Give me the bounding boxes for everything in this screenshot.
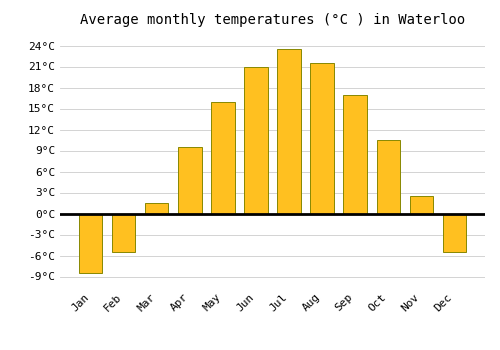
Bar <box>178 147 202 214</box>
Bar <box>212 102 234 214</box>
Bar <box>410 196 432 214</box>
Bar <box>344 94 366 214</box>
Bar <box>80 214 102 273</box>
Bar <box>278 49 300 214</box>
Bar <box>442 214 466 252</box>
Bar <box>376 140 400 214</box>
Bar <box>310 63 334 214</box>
Bar <box>112 214 136 252</box>
Title: Average monthly temperatures (°C ) in Waterloo: Average monthly temperatures (°C ) in Wa… <box>80 13 465 27</box>
Bar <box>244 66 268 214</box>
Bar <box>146 203 169 214</box>
